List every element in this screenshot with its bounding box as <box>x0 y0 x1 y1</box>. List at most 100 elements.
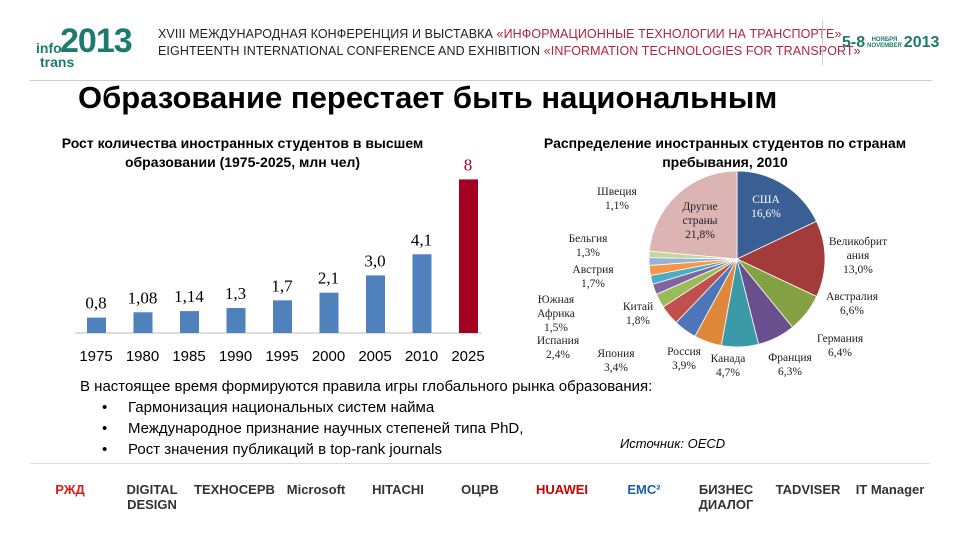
bar <box>87 317 106 333</box>
slice-label: страны <box>682 215 717 227</box>
slice-label: Канада <box>711 353 746 365</box>
tick-label: 2005 <box>358 348 391 365</box>
header-ru: XVIII МЕЖДУНАРОДНАЯ КОНФЕРЕНЦИЯ И ВЫСТАВ… <box>158 27 497 41</box>
tick-label: 1995 <box>265 348 298 365</box>
sponsor-name: HITACHI <box>372 482 424 497</box>
data-label: 2,1 <box>318 269 339 288</box>
slice-label: Австрия <box>572 264 614 276</box>
pie-slice <box>736 220 826 298</box>
slice-label: ания <box>847 250 870 262</box>
sponsor-name: DIGITAL DESIGN <box>126 482 178 512</box>
slice-label: 13,0% <box>843 264 873 276</box>
bullet-item: Рост значения публикаций в top-rank jour… <box>80 439 652 460</box>
sponsor-logo: ТЕХНОСЕРВ <box>194 470 275 512</box>
pie-slice <box>736 170 818 260</box>
sponsor-name: HUAWEI <box>536 482 588 497</box>
slice-label: Другие <box>682 201 717 213</box>
slice-label: 21,8% <box>685 229 715 241</box>
logo-trans: trans <box>40 54 75 70</box>
month-ru: НОЯБРЯ <box>871 36 898 43</box>
sponsor-name: РЖД <box>55 482 85 497</box>
slice-label: Россия <box>667 346 702 358</box>
slice-label: 1,1% <box>605 200 629 212</box>
divider <box>822 20 823 65</box>
slice-label: Африка <box>537 308 575 320</box>
logo-year: 2013 <box>60 22 133 60</box>
bar <box>133 312 153 333</box>
sponsor-name: TADVISER <box>775 482 841 497</box>
divider <box>30 463 930 464</box>
slice-label: Бельгия <box>569 233 609 245</box>
data-label: 3,0 <box>364 251 385 270</box>
slice-label: Германия <box>817 333 864 345</box>
slice-label: Великобрит <box>829 236 887 248</box>
bar <box>180 311 199 333</box>
slice-label: 4,7% <box>716 367 740 379</box>
slice-label: 2,4% <box>546 349 570 361</box>
sponsor-name: ТЕХНОСЕРВ <box>194 482 275 497</box>
tick-label: 2010 <box>405 348 438 365</box>
slice-label: Япония <box>597 348 635 360</box>
slice-label: 16,6% <box>751 208 781 220</box>
sponsor-name: EMC² <box>627 482 661 497</box>
slice-label: США <box>752 194 780 206</box>
data-label: 1,7 <box>271 276 293 295</box>
bar <box>366 275 385 333</box>
slice-label: 3,4% <box>604 362 628 374</box>
bullet-list: В настоящее время формируются правила иг… <box>80 376 652 460</box>
sponsor-logo: БИЗНЕС ДИАЛОГ <box>686 470 766 512</box>
sponsor-logo: РЖД <box>30 470 110 512</box>
sponsor-logo: HUAWEI <box>522 470 602 512</box>
slice-label: 6,6% <box>840 305 864 317</box>
sponsor-name: IT Manager <box>855 482 925 497</box>
slice-label: 1,3% <box>576 247 600 259</box>
sponsor-name: БИЗНЕС ДИАЛОГ <box>698 482 754 512</box>
bullet-item: Гармонизация национальных систем найма <box>80 397 652 418</box>
divider <box>30 80 932 81</box>
slice-label: Китай <box>623 301 653 313</box>
bullets-intro: В настоящее время формируются правила иг… <box>80 378 653 395</box>
data-label: 1,14 <box>174 287 204 306</box>
tick-label: 1985 <box>172 348 205 365</box>
header-en-red: «INFORMATION TECHNOLOGIES FOR TRANSPORT» <box>543 44 861 58</box>
page-title: Образование перестает быть национальным <box>78 80 778 115</box>
source-note: Источник: OECD <box>620 436 726 451</box>
data-label: 8 <box>464 155 473 174</box>
dates: 5-8 <box>842 34 866 51</box>
tick-label: 2025 <box>451 348 484 365</box>
data-label: 1,3 <box>225 284 246 303</box>
slice-label: Австралия <box>826 291 879 303</box>
bar <box>319 292 339 333</box>
tick-label: 1980 <box>126 348 159 365</box>
bar <box>459 179 478 333</box>
slice-label: 6,4% <box>828 347 852 359</box>
slice-label: 6,3% <box>778 366 802 378</box>
sponsor-name: Microsoft <box>286 482 346 497</box>
conference-dates: 5-8 НОЯБРЯ NOVEMBER 2013 <box>842 34 939 52</box>
sponsor-logo: DIGITAL DESIGN <box>112 470 192 512</box>
pie-chart-title: Распределение иностранных студентов по с… <box>543 135 907 170</box>
tick-label: 1990 <box>219 348 252 365</box>
sponsor-logo: HITACHI <box>358 470 438 512</box>
slice-label: Франция <box>768 352 812 364</box>
sponsor-logo: Microsoft <box>276 470 356 512</box>
header-ru-red: «ИНФОРМАЦИОННЫЕ ТЕХНОЛОГИИ НА ТРАНСПОРТЕ… <box>496 27 842 41</box>
data-label: 0,8 <box>85 294 106 313</box>
logo-info: info <box>36 40 62 56</box>
bar <box>226 308 246 333</box>
slice-label: Швеция <box>597 186 637 198</box>
slice-label: Южная <box>538 294 575 306</box>
data-label: 4,1 <box>411 230 432 249</box>
conference-header: XVIII МЕЖДУНАРОДНАЯ КОНФЕРЕНЦИЯ И ВЫСТАВ… <box>158 26 861 60</box>
tick-label: 2000 <box>312 348 345 365</box>
sponsor-logos: РЖД DIGITAL DESIGN ТЕХНОСЕРВ Microsoft HITAC… <box>30 470 930 512</box>
header-en: EIGHTEENTH INTERNATIONAL CONFERENCE AND … <box>158 44 544 58</box>
slice-label: 1,8% <box>626 315 650 327</box>
bar <box>412 254 432 333</box>
month-en: NOVEMBER <box>867 42 902 49</box>
sponsor-logo: ОЦРВ <box>440 470 520 512</box>
slice-label: 1,5% <box>544 322 568 334</box>
sponsor-logo: EMC² <box>604 470 684 512</box>
sponsor-name: ОЦРВ <box>461 482 499 497</box>
